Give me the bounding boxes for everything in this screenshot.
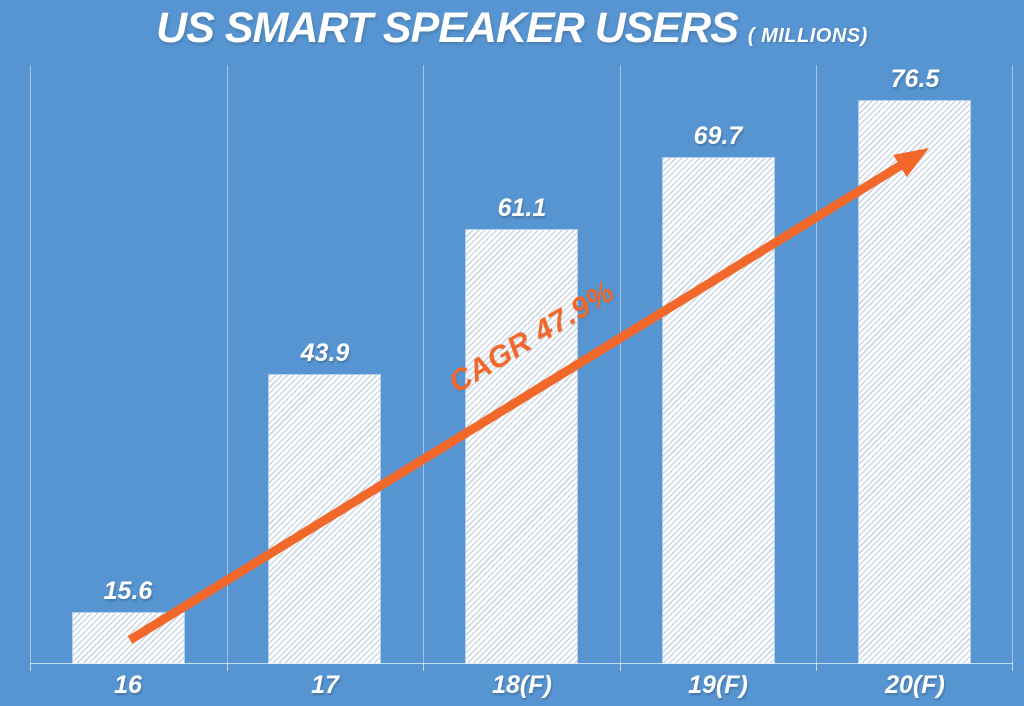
- bar-18(F): [466, 230, 577, 663]
- bar-16: [73, 613, 184, 663]
- gridline-1: [227, 65, 228, 663]
- axis-tick-3: [620, 663, 621, 671]
- axis-tick-4: [816, 663, 817, 671]
- bar-value-label: 43.9: [300, 339, 350, 367]
- x-axis-label-0: 16: [114, 671, 142, 699]
- bar-value-label: 15.6: [103, 577, 153, 605]
- axis-tick-0: [30, 663, 31, 671]
- gridline-4: [816, 65, 817, 663]
- x-axis-label-4: 20(F): [885, 671, 945, 699]
- bar-value-label: 61.1: [497, 194, 547, 222]
- bar-20(F): [859, 101, 970, 663]
- gridline-0: [30, 65, 31, 663]
- bar-17: [269, 375, 380, 663]
- x-axis-label-1: 17: [311, 671, 339, 699]
- chart-title-sub: ( MILLIONS): [747, 25, 868, 47]
- bar-19(F): [663, 158, 774, 663]
- gridline-3: [620, 65, 621, 663]
- x-axis-label-3: 19(F): [688, 671, 748, 699]
- bar-value-label: 76.5: [890, 65, 940, 93]
- gridline-2: [423, 65, 424, 663]
- x-axis-label-2: 18(F): [492, 671, 552, 699]
- gridline-5: [1012, 65, 1013, 663]
- axis-tick-2: [423, 663, 424, 671]
- axis-tick-1: [227, 663, 228, 671]
- chart-title: US SMART SPEAKER USERS ( MILLIONS): [0, 4, 1024, 53]
- x-axis: 16 17 18(F) 19(F) 20(F): [30, 671, 1013, 703]
- plot-area: 15.6 43.9 61.1 69.7 76.5: [30, 65, 1013, 671]
- chart-title-main: US SMART SPEAKER USERS: [156, 4, 739, 52]
- axis-tick-5: [1012, 663, 1013, 671]
- bar-value-label: 69.7: [693, 122, 743, 150]
